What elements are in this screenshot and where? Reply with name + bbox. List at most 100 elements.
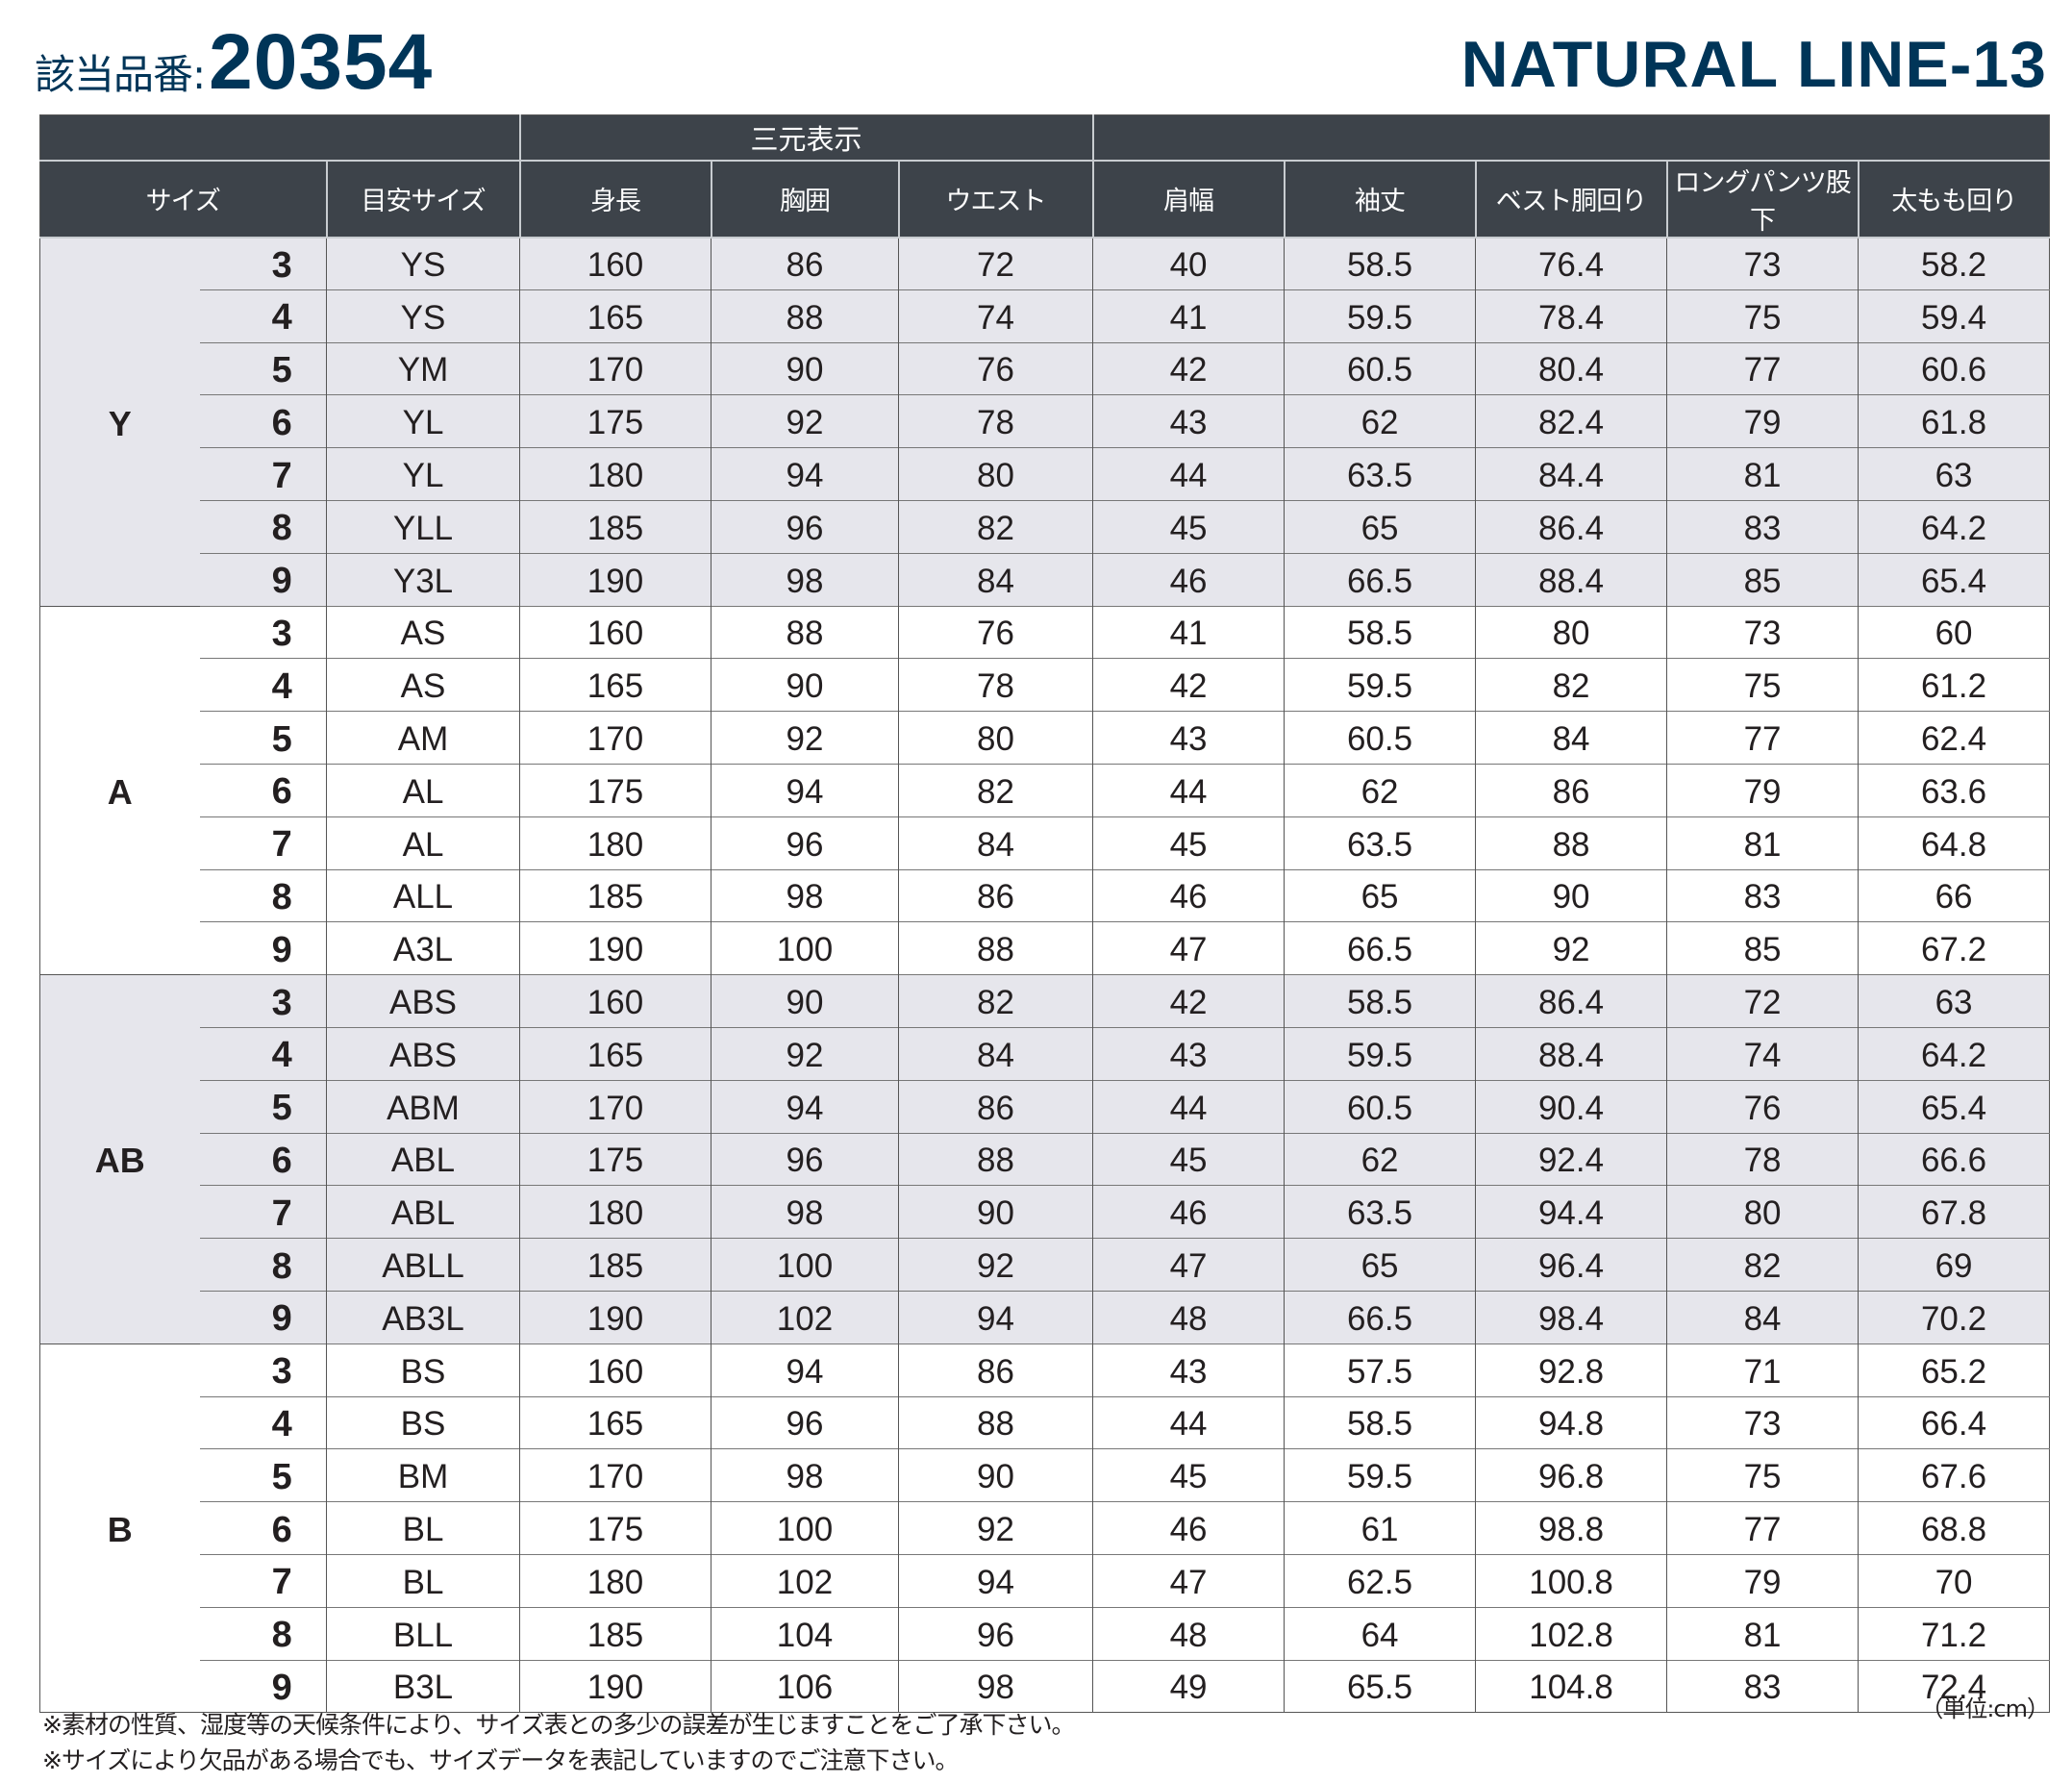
column-header: 袖丈 — [1283, 160, 1476, 239]
table-cell: 96 — [711, 1132, 899, 1186]
column-header: 胸囲 — [710, 160, 899, 239]
table-cell: 60.5 — [1284, 1079, 1476, 1134]
table-cell: 68.8 — [1858, 1501, 2050, 1555]
column-header: ウエスト — [897, 160, 1093, 239]
column-header: ロングパンツ股下 — [1665, 160, 1859, 239]
table-row: 9 A3L 190 100 88 47 66.5 92 85 67.2 — [40, 921, 2050, 975]
table-cell: 170 — [519, 1079, 711, 1134]
table-cell: 85 — [1666, 552, 1859, 607]
table-cell: 64.2 — [1858, 1026, 2050, 1081]
header-3d-group: 三元表示 — [518, 114, 1093, 162]
table-cell: 190 — [519, 921, 711, 975]
size-number: 5 — [199, 341, 327, 395]
size-number: 4 — [199, 1395, 327, 1449]
footnote-2: ※サイズにより欠品がある場合でも、サイズデータを表記していますのでご注意下さい。 — [42, 1746, 959, 1774]
table-cell: 64.2 — [1858, 499, 2050, 554]
table-cell: 104 — [711, 1606, 899, 1661]
table-cell: 92 — [897, 1501, 1093, 1555]
table-cell: 72.4 — [1858, 1659, 2050, 1713]
table-cell: 88 — [1475, 816, 1667, 870]
table-cell: 86 — [1475, 763, 1667, 817]
table-cell: 65 — [1284, 1238, 1476, 1292]
size-number: 8 — [199, 1238, 327, 1292]
table-cell: 59.5 — [1284, 1026, 1476, 1081]
table-cell: 165 — [519, 1395, 711, 1449]
table-cell: 49 — [1092, 1659, 1285, 1713]
table-cell: 82 — [1666, 1238, 1859, 1292]
table-cell: 94 — [711, 763, 899, 817]
series-name: NATURAL LINE-13 — [1460, 28, 2047, 101]
table-cell: 98 — [711, 868, 899, 922]
table-cell: 94.4 — [1475, 1185, 1667, 1239]
table-cell: 88 — [897, 1132, 1093, 1186]
table-cell: 44 — [1092, 447, 1285, 501]
table-cell: 46 — [1092, 1185, 1285, 1239]
table-cell: YM — [326, 341, 520, 395]
table-cell: 98.8 — [1475, 1501, 1667, 1555]
table-cell: 79 — [1666, 394, 1859, 448]
table-cell: 84 — [897, 552, 1093, 607]
table-cell: 62.5 — [1284, 1553, 1476, 1608]
table-cell: 74 — [1666, 1026, 1859, 1081]
table-cell: 100 — [711, 921, 899, 975]
size-group-label: Y — [39, 237, 200, 607]
table-cell: 66.6 — [1858, 1132, 2050, 1186]
table-cell: 70 — [1858, 1553, 2050, 1608]
table-cell: BL — [326, 1553, 520, 1608]
table-cell: 84 — [897, 1026, 1093, 1081]
table-cell: 76 — [897, 605, 1093, 659]
table-cell: BM — [326, 1448, 520, 1502]
table-cell: 43 — [1092, 711, 1285, 765]
table-cell: 76 — [1666, 1079, 1859, 1134]
table-cell: 160 — [519, 605, 711, 659]
table-cell: 78 — [897, 394, 1093, 448]
table-cell: 63 — [1858, 447, 2050, 501]
table-cell: 175 — [519, 1132, 711, 1186]
table-row: 8 BLL 185 104 96 48 64 102.8 81 71.2 — [40, 1606, 2050, 1661]
table-row: 6 BL 175 100 92 46 61 98.8 77 68.8 — [40, 1501, 2050, 1555]
table-cell: 80 — [897, 447, 1093, 501]
table-row: 9 Y3L 190 98 84 46 66.5 88.4 85 65.4 — [40, 552, 2050, 607]
size-number: 6 — [199, 394, 327, 448]
table-cell: 165 — [519, 658, 711, 712]
table-cell: 40 — [1092, 237, 1285, 290]
table-cell: 46 — [1092, 1501, 1285, 1555]
table-cell: AS — [326, 605, 520, 659]
table-cell: 90 — [1475, 868, 1667, 922]
table-row: 7 AL 180 96 84 45 63.5 88 81 64.8 — [40, 816, 2050, 870]
table-cell: ABS — [326, 974, 520, 1028]
table-cell: 96 — [711, 499, 899, 554]
table-cell: 45 — [1092, 816, 1285, 870]
table-cell: 160 — [519, 1343, 711, 1397]
size-group-label: A — [39, 605, 200, 975]
table-cell: AS — [326, 658, 520, 712]
size-number: 3 — [199, 237, 327, 290]
table-cell: 67.6 — [1858, 1448, 2050, 1502]
column-header: ベスト胴回り — [1474, 160, 1667, 239]
table-cell: 78 — [897, 658, 1093, 712]
size-number: 7 — [199, 1553, 327, 1608]
table-cell: YS — [326, 237, 520, 290]
table-cell: 43 — [1092, 1026, 1285, 1081]
size-number: 9 — [199, 1659, 327, 1713]
table-cell: 88.4 — [1475, 552, 1667, 607]
table-row: 7 YL 180 94 80 44 63.5 84.4 81 63 — [40, 447, 2050, 501]
table-cell: 45 — [1092, 499, 1285, 554]
table-row: 6 YL 175 92 78 43 62 82.4 79 61.8 — [40, 394, 2050, 448]
table-cell: 77 — [1666, 1501, 1859, 1555]
table-cell: 98.4 — [1475, 1290, 1667, 1344]
table-row: 9 B3L 190 106 98 49 65.5 104.8 83 72.4 — [40, 1659, 2050, 1713]
table-cell: 106 — [711, 1659, 899, 1713]
table-cell: 48 — [1092, 1606, 1285, 1661]
table-cell: 77 — [1666, 341, 1859, 395]
table-row: AB 3 ABS 160 90 82 42 58.5 86.4 72 63 — [39, 974, 2050, 1344]
table-cell: 76 — [897, 341, 1093, 395]
table-cell: 61.8 — [1858, 394, 2050, 448]
table-cell: 94 — [897, 1553, 1093, 1608]
product-number-heading: 該当品番: 20354 — [35, 17, 433, 108]
table-cell: B3L — [326, 1659, 520, 1713]
table-cell: 72 — [1666, 974, 1859, 1028]
table-cell: 48 — [1092, 1290, 1285, 1344]
table-cell: 59.5 — [1284, 289, 1476, 343]
table-cell: 96 — [897, 1606, 1093, 1661]
